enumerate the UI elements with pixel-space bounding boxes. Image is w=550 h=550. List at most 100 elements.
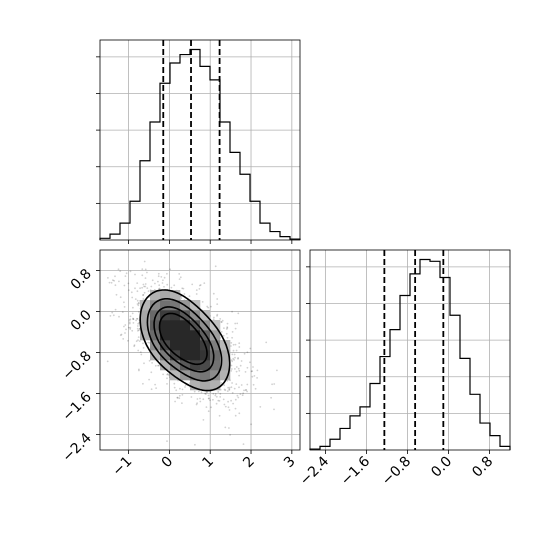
scatter-point xyxy=(168,374,171,377)
scatter-point xyxy=(209,399,211,402)
scatter-point xyxy=(166,283,169,286)
scatter-point xyxy=(110,281,113,284)
scatter-point xyxy=(227,386,230,389)
scatter-point xyxy=(190,396,193,398)
scatter-point xyxy=(137,336,140,338)
density-cell xyxy=(190,370,201,381)
scatter-point xyxy=(139,351,142,353)
scatter-point xyxy=(158,288,160,290)
scatter-point xyxy=(213,316,215,319)
scatter-point xyxy=(220,321,223,323)
scatter-point xyxy=(178,397,181,400)
scatter-point xyxy=(118,280,120,283)
density-cell xyxy=(140,320,151,331)
scatter-point xyxy=(161,282,164,284)
scatter-point xyxy=(143,260,146,263)
scatter-point xyxy=(276,369,278,372)
scatter-point xyxy=(273,408,275,411)
scatter-point xyxy=(137,322,140,325)
scatter-point xyxy=(212,398,214,401)
scatter-point xyxy=(157,272,160,275)
scatter-point xyxy=(230,364,233,367)
contour-lines xyxy=(139,289,231,392)
scatter-point xyxy=(219,392,222,395)
scatter-point xyxy=(220,321,223,323)
scatter-point xyxy=(162,373,165,376)
scatter-point xyxy=(203,282,206,284)
scatter-point xyxy=(173,284,176,287)
scatter-point xyxy=(230,386,233,389)
scatter-point xyxy=(178,278,181,280)
scatter-point xyxy=(238,386,240,389)
scatter-point xyxy=(132,322,135,324)
scatter-point xyxy=(234,356,236,359)
scatter-point xyxy=(206,305,209,308)
scatter-point xyxy=(223,327,225,329)
density-cell xyxy=(210,380,221,391)
scatter-point xyxy=(250,423,253,426)
tick-label-x-1: 0 xyxy=(159,454,177,472)
scatter-point xyxy=(235,349,238,352)
scatter-point xyxy=(141,286,144,289)
scatter-point xyxy=(127,282,130,285)
scatter-point xyxy=(250,370,253,373)
histogram-step xyxy=(309,258,511,450)
density-cell xyxy=(170,320,181,331)
scatter-point xyxy=(205,406,208,408)
scatter-point xyxy=(226,326,229,328)
scatter-point xyxy=(240,384,243,386)
tick-label-x-3: 2 xyxy=(240,454,258,472)
scatter-point xyxy=(136,317,139,320)
scatter-point xyxy=(228,409,231,411)
scatter-point xyxy=(174,400,177,403)
scatter-point xyxy=(195,403,198,406)
scatter-point xyxy=(214,393,217,395)
density-cell xyxy=(180,320,191,331)
density-cell xyxy=(190,320,201,331)
scatter-point xyxy=(229,434,232,436)
scatter-point xyxy=(129,328,132,330)
scatter-point xyxy=(166,373,169,376)
density-cell xyxy=(220,370,231,381)
scatter-point xyxy=(137,304,140,307)
scatter-point xyxy=(234,368,236,370)
scatter-point xyxy=(179,387,181,390)
density-cell xyxy=(140,300,151,311)
axes-frame xyxy=(99,39,301,241)
scatter-point xyxy=(244,389,247,391)
tick-label-x-0: −2.4 xyxy=(297,453,332,488)
scatter-point xyxy=(122,338,125,340)
scatter-point xyxy=(154,383,157,386)
scatter-point xyxy=(230,399,233,402)
scatter-point xyxy=(131,296,134,299)
scatter-point xyxy=(221,319,224,322)
scatter-point xyxy=(138,329,140,331)
scatter-point xyxy=(188,295,191,298)
scatter-point xyxy=(204,392,207,395)
scatter-point xyxy=(191,283,194,286)
density-cell xyxy=(210,370,221,381)
scatter-point xyxy=(140,353,143,356)
scatter-point xyxy=(237,357,239,360)
scatter-point xyxy=(144,285,147,288)
scatter-point xyxy=(237,357,240,359)
scatter-point xyxy=(197,390,200,393)
scatter-point xyxy=(132,306,134,309)
scatter-point xyxy=(113,279,115,282)
scatter-point xyxy=(202,419,205,421)
scatter-point xyxy=(129,270,132,273)
scatter-point xyxy=(139,287,142,290)
scatter-point xyxy=(200,391,203,394)
scatter-point xyxy=(129,326,132,329)
scatter-point xyxy=(124,332,126,334)
scatter-point xyxy=(207,410,210,413)
scatter-point xyxy=(141,268,144,270)
scatter-point xyxy=(179,276,182,279)
scatter-point xyxy=(115,293,118,296)
scatter-point xyxy=(195,293,198,295)
tick-label-x-0: −1 xyxy=(109,454,135,480)
scatter-point xyxy=(134,273,136,276)
density-cell xyxy=(180,340,191,351)
scatter-point xyxy=(109,315,112,317)
